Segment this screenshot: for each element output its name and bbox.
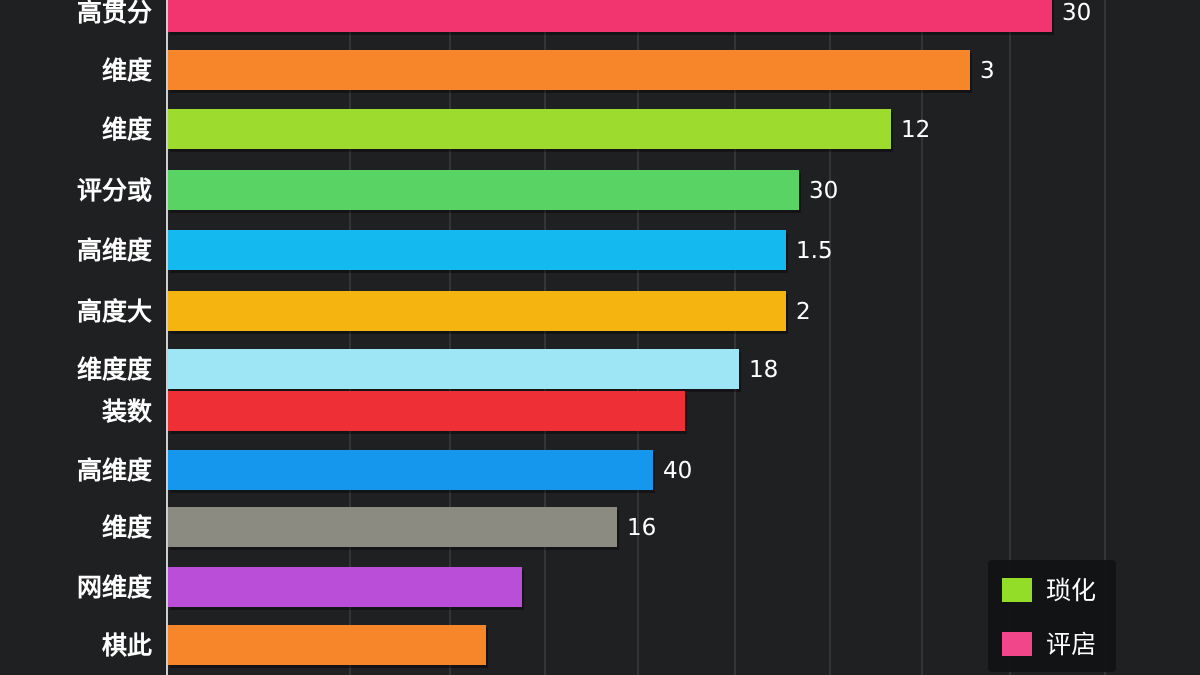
category-label: 棋此 (102, 631, 152, 660)
category-label: 装数 (102, 397, 153, 426)
value-label: 1.5 (796, 238, 833, 264)
legend-label: 评扂 (1046, 630, 1096, 659)
value-label: 40 (663, 458, 692, 484)
legend-swatch (1002, 632, 1032, 656)
bar (168, 230, 786, 270)
bar (168, 50, 970, 90)
category-label: 高度大 (77, 297, 152, 326)
category-label: 维度 (102, 115, 152, 144)
bar (168, 567, 522, 607)
category-label: 网维度 (77, 573, 152, 602)
bar (168, 507, 617, 547)
bar (168, 625, 486, 665)
value-label: 12 (901, 117, 930, 143)
value-label: 30 (1062, 0, 1091, 26)
bar (168, 391, 685, 431)
category-label: 维度 (102, 513, 152, 542)
category-label: 维度度 (77, 355, 152, 384)
bar (168, 291, 786, 331)
value-label: 16 (627, 515, 656, 541)
category-label: 高维度 (77, 236, 152, 265)
category-label: 评分或 (77, 176, 152, 205)
value-label: 30 (809, 178, 838, 204)
category-label: 高贯分 (77, 0, 152, 27)
category-label: 高维度 (77, 456, 152, 485)
category-label: 维度 (102, 56, 152, 85)
value-label: 18 (749, 357, 778, 383)
bar (168, 109, 891, 149)
bar (168, 0, 1052, 32)
value-labels: 30 3 12 30 1.5 2 18 40 16 (627, 0, 1091, 541)
bar (168, 170, 799, 210)
value-label: 2 (796, 299, 811, 325)
bar (168, 450, 653, 490)
bars-group (168, 0, 1054, 668)
legend-label: 琐化 (1046, 576, 1096, 605)
bar (168, 349, 739, 389)
value-label: 3 (980, 58, 995, 84)
legend-swatch (1002, 578, 1032, 602)
